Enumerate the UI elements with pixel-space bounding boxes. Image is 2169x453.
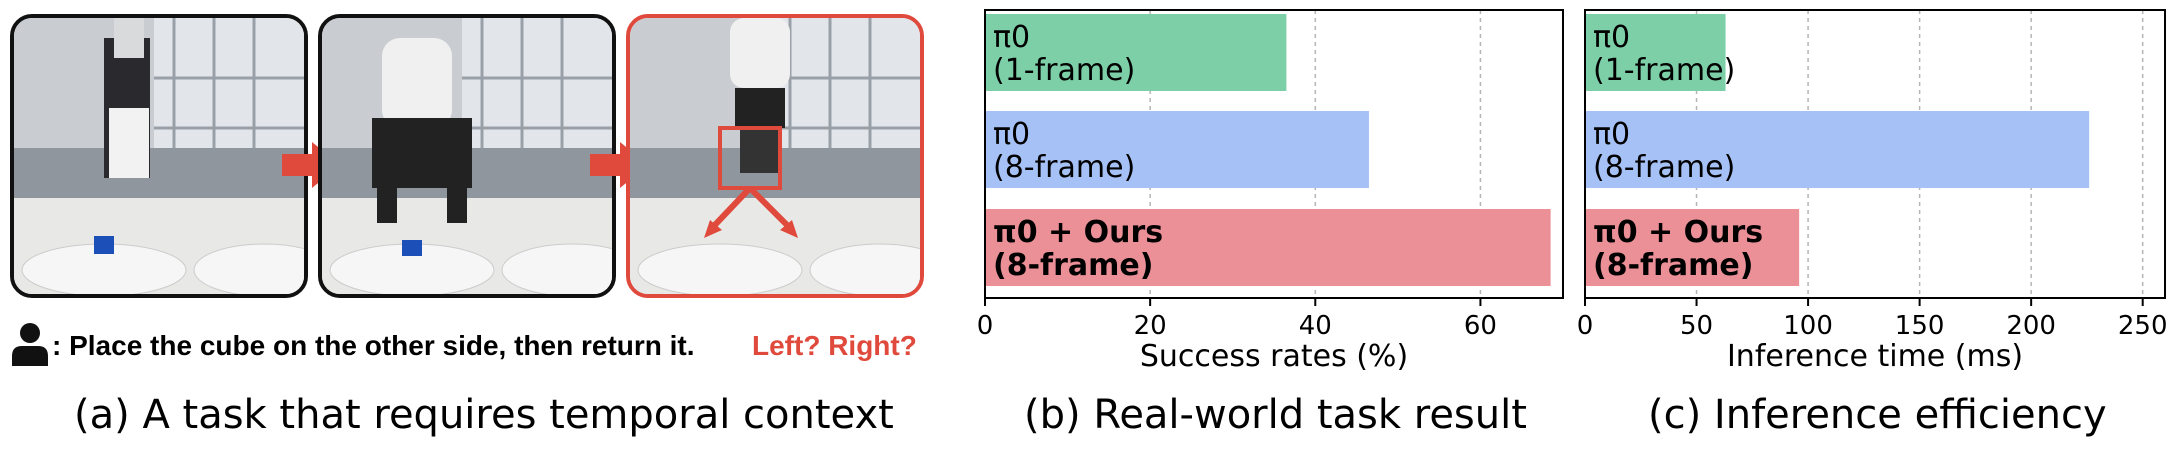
x-axis-label: Inference time (ms) bbox=[1727, 339, 2023, 374]
bar bbox=[1585, 209, 1800, 286]
bar-label: (8-frame) bbox=[1593, 248, 1753, 283]
caption-a: (a) A task that requires temporal contex… bbox=[74, 392, 894, 438]
bar bbox=[1585, 111, 2090, 188]
bar bbox=[1585, 14, 1726, 91]
x-tick-label: 100 bbox=[1783, 311, 1833, 341]
bar-label: (1-frame) bbox=[993, 53, 1135, 88]
bar-label: π0 bbox=[993, 117, 1030, 152]
bar-label: π0 bbox=[1593, 20, 1630, 55]
bar-label: (8-frame) bbox=[993, 150, 1135, 185]
bar-label: (1-frame) bbox=[1593, 53, 1735, 88]
x-tick-label: 50 bbox=[1680, 311, 1713, 341]
bar-label: π0 + Ours bbox=[1593, 215, 1763, 250]
robot-frame-2 bbox=[318, 14, 616, 298]
user-icon bbox=[12, 323, 48, 366]
bar-label: (8-frame) bbox=[993, 248, 1153, 283]
x-tick-label: 250 bbox=[2118, 311, 2168, 341]
bar-label: (8-frame) bbox=[1593, 150, 1735, 185]
x-axis-label: Success rates (%) bbox=[1140, 339, 1408, 374]
x-tick-label: 0 bbox=[1577, 311, 1594, 341]
x-tick-label: 200 bbox=[2006, 311, 2056, 341]
caption-c: (c) Inference efficiency bbox=[1648, 392, 2107, 438]
x-tick-label: 60 bbox=[1464, 311, 1497, 341]
x-tick-label: 40 bbox=[1299, 311, 1332, 341]
bar bbox=[985, 209, 1551, 286]
x-tick-label: 0 bbox=[977, 311, 994, 341]
panel-c: π0 (1-frame) π0 (8-frame) π0 + Ours (8-frame)… bbox=[1560, 0, 2169, 453]
bar bbox=[985, 111, 1369, 188]
robot-scene-image-3 bbox=[630, 18, 920, 294]
robot-scene-image-2 bbox=[322, 18, 612, 294]
plot-frame bbox=[984, 9, 1564, 299]
panel-b: π0 (1-frame) π0 (8-frame) π0 + Ours (8-frame)… bbox=[950, 0, 1580, 453]
bar-label: π0 + Ours bbox=[993, 215, 1163, 250]
success-rate-chart: π0(1-frame)π0(8-frame)π0 + Ours(8-frame)… bbox=[977, 9, 1564, 374]
plot-frame bbox=[1584, 9, 2166, 299]
robot-frame-3 bbox=[626, 14, 924, 298]
x-tick-label: 150 bbox=[1895, 311, 1945, 341]
inference-time-chart: π0(1-frame)π0(8-frame)π0 + Ours(8-frame)… bbox=[1577, 9, 2168, 374]
ambiguity-question: Left? Right? bbox=[752, 330, 917, 361]
bar-label: π0 bbox=[1593, 117, 1630, 152]
panel-a: : Place the cube on the other side, then… bbox=[0, 0, 940, 453]
x-tick-label: 20 bbox=[1134, 311, 1167, 341]
caption-b: (b) Real-world task result bbox=[1024, 392, 1527, 438]
task-instruction: : Place the cube on the other side, then… bbox=[52, 330, 695, 361]
robot-frame-1 bbox=[10, 14, 308, 298]
bar bbox=[985, 14, 1287, 91]
robot-scene-image-1 bbox=[14, 18, 304, 294]
bar-label: π0 bbox=[993, 20, 1030, 55]
